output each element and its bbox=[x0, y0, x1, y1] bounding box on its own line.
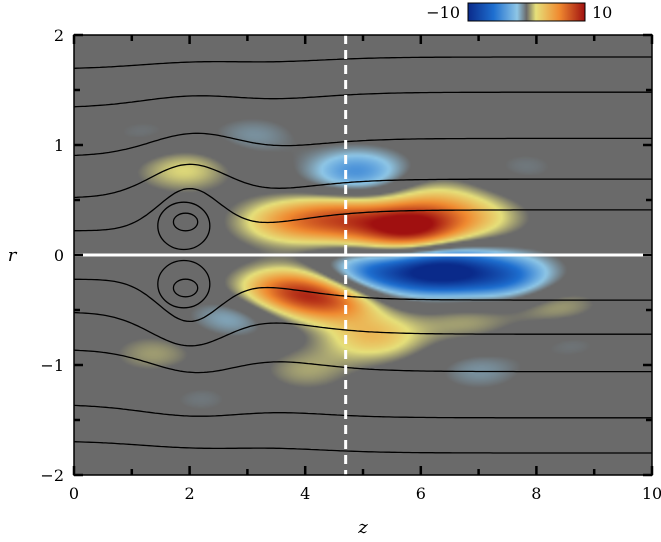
y-tick-label: 1 bbox=[54, 136, 64, 155]
streamline-3 bbox=[74, 132, 652, 157]
recirculation-loop-3 bbox=[157, 259, 211, 309]
streamlines bbox=[74, 56, 652, 454]
streamline-2 bbox=[74, 163, 652, 199]
colorbar-bar bbox=[467, 2, 586, 22]
x-tick-label: 0 bbox=[69, 484, 79, 503]
streamline-4 bbox=[74, 91, 652, 108]
streamline-10 bbox=[74, 441, 652, 454]
x-tick-label: 10 bbox=[642, 484, 661, 503]
colorbar-min-label: −10 bbox=[426, 3, 460, 22]
y-tick-label: −2 bbox=[40, 466, 64, 485]
x-axis-ticks: 0 2 4 6 8 10 bbox=[69, 35, 661, 503]
recirculation-loop-1 bbox=[157, 201, 211, 251]
streamline-5 bbox=[74, 56, 652, 69]
y-tick-label: −1 bbox=[40, 356, 64, 375]
streamline-1 bbox=[74, 187, 652, 232]
y-axis-ticks: −2 −1 0 1 2 bbox=[40, 26, 652, 485]
y-tick-label: 0 bbox=[54, 246, 64, 265]
plot-area bbox=[74, 35, 652, 475]
x-tick-label: 8 bbox=[531, 484, 541, 503]
streamline-9 bbox=[74, 404, 652, 419]
recirculation-bubbles bbox=[157, 201, 211, 309]
x-tick-label: 2 bbox=[185, 484, 195, 503]
streamline-8 bbox=[74, 349, 652, 374]
recirculation-loop-4 bbox=[172, 278, 199, 298]
streamline-7 bbox=[74, 311, 652, 347]
x-tick-label: 4 bbox=[300, 484, 310, 503]
x-axis-title: z bbox=[357, 517, 368, 538]
recirculation-loop-2 bbox=[172, 212, 199, 232]
colorbar: −10 10 bbox=[426, 2, 612, 22]
streamline-6 bbox=[74, 278, 652, 323]
colorbar-max-label: 10 bbox=[592, 3, 612, 22]
x-tick-label: 6 bbox=[416, 484, 426, 503]
y-tick-label: 2 bbox=[54, 26, 64, 45]
y-axis-title: r bbox=[8, 245, 18, 266]
